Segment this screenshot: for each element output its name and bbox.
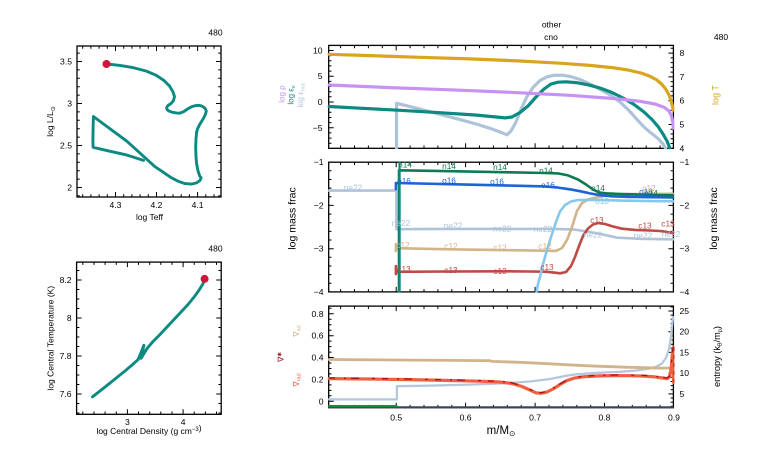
svg-text:0.7: 0.7 <box>529 413 541 423</box>
svg-text:3: 3 <box>67 99 72 109</box>
svg-text:−3: −3 <box>680 244 690 254</box>
svg-text:c13: c13 <box>397 264 411 274</box>
svg-text:ne22: ne22 <box>392 218 411 228</box>
svg-text:0.6: 0.6 <box>312 331 324 341</box>
svg-text:ne22: ne22 <box>534 224 553 234</box>
svg-text:c13: c13 <box>661 219 675 229</box>
svg-text:ne22: ne22 <box>444 221 463 231</box>
svg-text:log εν: log εν <box>287 85 298 104</box>
svg-text:c12: c12 <box>642 183 656 193</box>
svg-text:4: 4 <box>181 417 186 427</box>
svg-text:7.6: 7.6 <box>60 389 72 399</box>
svg-text:0: 0 <box>318 97 323 107</box>
svg-text:c12: c12 <box>538 241 552 251</box>
svg-text:o16: o16 <box>490 177 504 187</box>
svg-text:8: 8 <box>680 48 685 58</box>
svg-text:0.9: 0.9 <box>668 413 680 423</box>
svg-text:0.8: 0.8 <box>599 413 611 423</box>
svg-text:n14: n14 <box>442 161 456 171</box>
svg-text:25: 25 <box>680 306 690 316</box>
svg-text:5: 5 <box>680 389 685 399</box>
svg-text:c12: c12 <box>493 243 507 253</box>
svg-text:8: 8 <box>67 313 72 323</box>
svg-text:−1: −1 <box>314 157 324 167</box>
svg-text:log εnuc: log εnuc <box>296 82 307 108</box>
svg-text:c13: c13 <box>540 262 554 272</box>
svg-text:−2: −2 <box>680 200 690 210</box>
svg-text:log mass frac: log mass frac <box>708 187 720 249</box>
svg-text:∇✱: ∇✱ <box>277 352 286 363</box>
svg-text:3.5: 3.5 <box>60 57 72 67</box>
svg-text:cno: cno <box>544 32 558 42</box>
svg-text:6: 6 <box>680 96 685 106</box>
svg-text:c13: c13 <box>638 221 652 231</box>
svg-text:o18: o18 <box>595 196 609 206</box>
svg-text:10: 10 <box>313 46 323 56</box>
svg-text:5: 5 <box>318 71 323 81</box>
svg-text:−1: −1 <box>680 157 690 167</box>
svg-text:ne22: ne22 <box>662 229 681 239</box>
svg-text:o16: o16 <box>541 180 555 190</box>
svg-text:ne22: ne22 <box>634 231 653 241</box>
svg-text:o16: o16 <box>397 176 411 186</box>
svg-text:log Central Temperature (K): log Central Temperature (K) <box>46 286 56 391</box>
svg-text:log Central Density (g cm−3): log Central Density (g cm−3) <box>96 423 201 436</box>
svg-text:log T: log T <box>711 85 721 105</box>
svg-text:o16: o16 <box>442 176 456 186</box>
svg-text:0.5: 0.5 <box>390 413 402 423</box>
svg-text:∇ad: ∇ad <box>292 325 303 337</box>
svg-text:480: 480 <box>208 28 222 38</box>
svg-text:c12: c12 <box>396 240 410 250</box>
svg-text:2: 2 <box>67 183 72 193</box>
svg-text:4: 4 <box>680 143 685 153</box>
svg-text:−4: −4 <box>680 287 690 297</box>
svg-text:ne22: ne22 <box>344 183 363 193</box>
svg-text:4.3: 4.3 <box>110 200 122 210</box>
svg-text:ne22: ne22 <box>493 224 512 234</box>
svg-text:10: 10 <box>680 368 690 378</box>
svg-text:0: 0 <box>319 396 324 406</box>
svg-text:−2: −2 <box>314 200 324 210</box>
svg-text:c13: c13 <box>444 265 458 275</box>
svg-text:4.1: 4.1 <box>192 200 204 210</box>
svg-text:2.5: 2.5 <box>60 141 72 151</box>
svg-text:c13: c13 <box>590 215 604 225</box>
svg-text:−3: −3 <box>314 244 324 254</box>
svg-text:3: 3 <box>125 417 130 427</box>
svg-text:−4: −4 <box>314 287 324 297</box>
svg-text:log mass frac: log mass frac <box>287 187 299 249</box>
svg-text:0.8: 0.8 <box>312 309 324 319</box>
svg-text:n14: n14 <box>398 159 412 169</box>
svg-text:o16: o16 <box>639 187 653 197</box>
svg-text:7: 7 <box>680 72 685 82</box>
svg-text:∇rad: ∇rad <box>292 373 303 387</box>
svg-text:7.8: 7.8 <box>60 351 72 361</box>
svg-text:4.2: 4.2 <box>151 200 163 210</box>
svg-text:n14: n14 <box>539 166 553 176</box>
svg-text:5: 5 <box>680 120 685 130</box>
svg-text:log ρ: log ρ <box>278 85 287 103</box>
svg-text:ne22: ne22 <box>584 230 603 240</box>
svg-text:n14: n14 <box>644 188 658 198</box>
svg-text:m/M⊙: m/M⊙ <box>487 425 516 438</box>
svg-text:20: 20 <box>680 327 690 337</box>
svg-text:15: 15 <box>680 347 690 357</box>
svg-text:−5: −5 <box>313 123 323 133</box>
svg-text:n14: n14 <box>591 183 605 193</box>
svg-text:log L/L⊙: log L/L⊙ <box>45 106 57 137</box>
svg-text:0.2: 0.2 <box>312 374 324 384</box>
svg-text:other: other <box>542 20 562 30</box>
svg-text:c13: c13 <box>493 266 507 276</box>
svg-text:entropy (kB/mp): entropy (kB/mp) <box>712 326 724 387</box>
svg-text:480: 480 <box>714 32 728 42</box>
svg-text:0.4: 0.4 <box>312 353 324 363</box>
svg-text:480: 480 <box>208 244 222 254</box>
svg-text:c12: c12 <box>444 241 458 251</box>
svg-text:8.2: 8.2 <box>60 275 72 285</box>
svg-text:0.6: 0.6 <box>460 413 472 423</box>
svg-text:n14: n14 <box>493 162 507 172</box>
svg-text:log Teff: log Teff <box>136 212 164 222</box>
